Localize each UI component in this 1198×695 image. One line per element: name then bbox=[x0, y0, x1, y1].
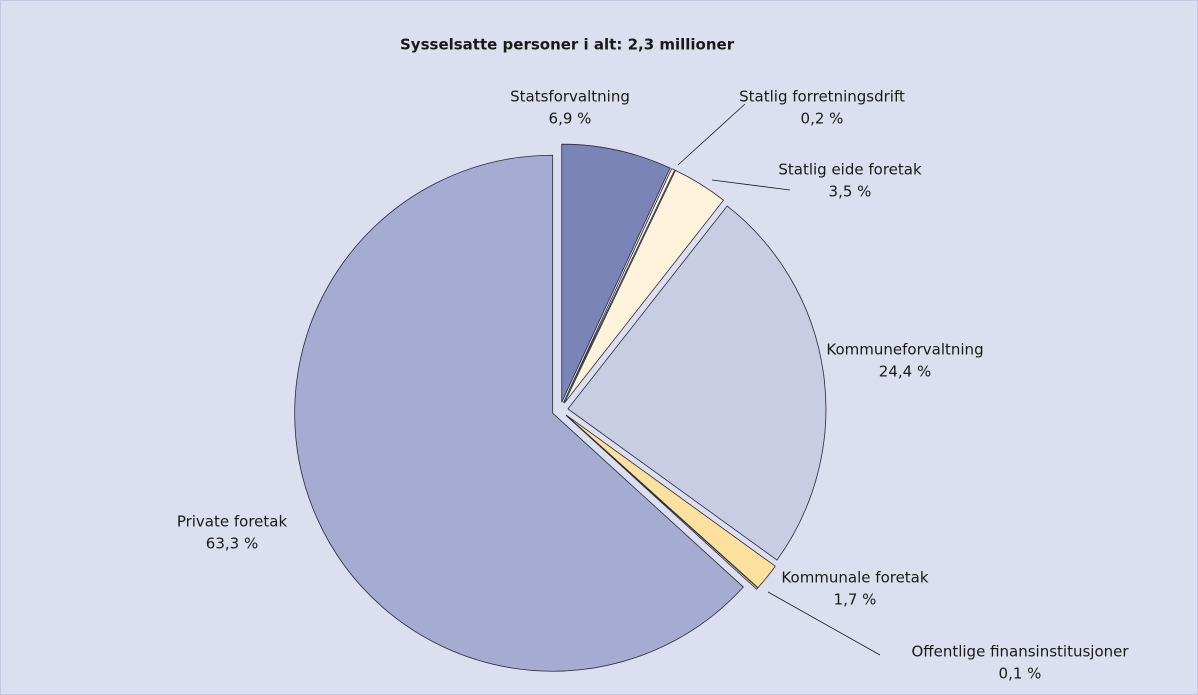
pie-slice bbox=[294, 154, 744, 672]
pie-slice bbox=[565, 415, 759, 590]
slice-value-label: 0,2 % bbox=[801, 110, 844, 128]
chart-title: Sysselsatte personer i alt: 2,3 millione… bbox=[400, 36, 735, 54]
slice-label: Private foretak bbox=[177, 513, 288, 531]
slice-label: Statlig eide foretak bbox=[778, 161, 922, 179]
pie-slice bbox=[563, 168, 676, 403]
slice-label: Kommunale foretak bbox=[781, 569, 928, 587]
pie-slice bbox=[561, 143, 671, 403]
slice-label: Statsforvaltning bbox=[510, 88, 630, 106]
leader-line bbox=[711, 179, 791, 191]
pie-slice bbox=[563, 169, 725, 404]
slice-value-label: 1,7 % bbox=[834, 591, 877, 609]
pie-slice bbox=[565, 414, 776, 589]
slice-value-label: 24,4 % bbox=[879, 363, 931, 381]
slice-value-label: 0,1 % bbox=[999, 665, 1042, 683]
slice-label: Statlig forretningsdrift bbox=[739, 88, 905, 106]
slice-label: Offentlige finansinstitusjoner bbox=[911, 643, 1129, 661]
pie-slice bbox=[567, 205, 827, 561]
slice-value-label: 6,9 % bbox=[549, 110, 592, 128]
leader-line bbox=[677, 103, 746, 166]
slice-value-label: 63,3 % bbox=[206, 535, 258, 553]
leader-line bbox=[767, 591, 881, 656]
slice-label: Kommuneforvaltning bbox=[826, 341, 983, 359]
slice-value-label: 3,5 % bbox=[829, 183, 872, 201]
